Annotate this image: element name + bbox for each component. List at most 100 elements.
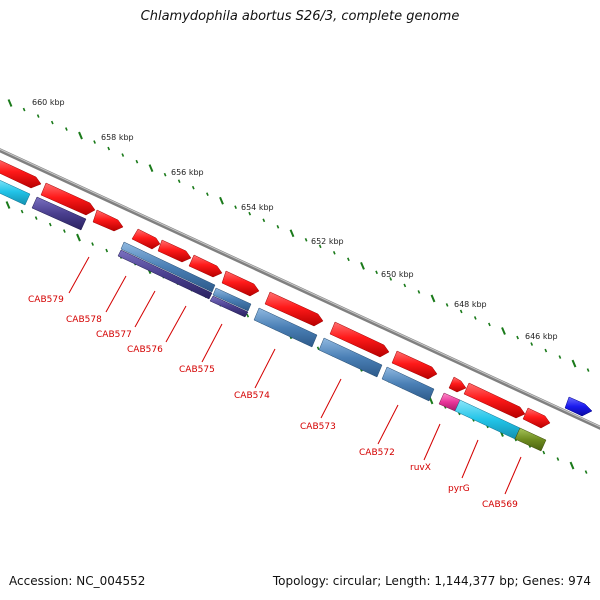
scale-tick (516, 335, 519, 340)
feature-cds-1 (0, 160, 42, 189)
feature-blue-2 (212, 287, 252, 312)
inner-tick (63, 229, 66, 233)
scale-tick (488, 322, 491, 327)
gene-labels: CAB579 CAB578 CAB577 CAB576 CAB575 CAB57… (28, 295, 518, 510)
leader-cab578 (105, 275, 127, 313)
inner-tick (542, 450, 546, 455)
feature-blue-1 (120, 241, 216, 293)
scale-labels: 660 kbp 658 kbp 656 kbp 654 kbp 652 kbp … (32, 98, 558, 341)
feature-cds-9 (329, 321, 390, 358)
feature-blue-3 (253, 307, 318, 348)
leader-cab573 (320, 378, 342, 419)
scale-label-646: 646 kbp (525, 332, 558, 341)
gene-label-cab574: CAB574 (234, 391, 270, 401)
scale-tick (163, 172, 167, 177)
scale-tick (148, 164, 154, 173)
inner-tick (48, 222, 52, 227)
feature-cds-4 (131, 228, 161, 250)
inner-tick (5, 201, 11, 209)
scale-tick (459, 309, 463, 314)
scale-tick (360, 261, 365, 270)
feature-strand-arrow (564, 396, 593, 417)
page-title: Chlamydophila abortus S26/3, complete ge… (140, 9, 460, 24)
scale-tick (501, 327, 506, 335)
leader-cab575 (201, 323, 223, 363)
inner-tick (91, 242, 94, 246)
scale-label-648: 648 kbp (454, 300, 487, 309)
inner-tick (246, 313, 250, 318)
scale-tick (135, 159, 139, 164)
scale-tick (417, 290, 421, 294)
scale-tick (544, 348, 548, 353)
scale-tick (332, 251, 336, 255)
scale-tick (430, 294, 436, 303)
leader-cab577 (134, 290, 156, 328)
genome-summary-text: Topology: circular; Length: 1,144,377 bp… (272, 574, 591, 588)
gene-leaders (68, 256, 522, 495)
inner-tick (584, 470, 588, 474)
scale-label-656: 656 kbp (171, 168, 204, 177)
secondary-features (0, 180, 547, 452)
scale-tick (191, 185, 195, 190)
scale-label-650: 650 kbp (381, 270, 414, 279)
gene-label-cab569: CAB569 (482, 500, 518, 510)
scale-tick (219, 196, 224, 205)
scale-tick (93, 140, 96, 144)
scale-tick (276, 224, 280, 229)
scale-tick (289, 229, 295, 238)
inner-tick (20, 209, 24, 214)
leader-cab579 (68, 256, 90, 294)
scale-tick (389, 277, 393, 281)
feature-cds-3 (92, 209, 124, 232)
scale-tick (234, 205, 237, 210)
scale-tick (50, 120, 54, 125)
scale-label-654: 654 kbp (241, 203, 274, 212)
scale-tick (347, 257, 350, 262)
feature-purple-1 (117, 249, 213, 300)
scale-tick (248, 211, 252, 216)
scale-ticks (7, 99, 590, 372)
inner-tick (105, 248, 109, 253)
scale-tick (107, 146, 111, 151)
scale-tick (586, 368, 590, 372)
scale-tick (206, 192, 209, 197)
genome-backbone-highlight (0, 148, 600, 428)
feature-cds-13 (522, 407, 551, 429)
scale-tick (7, 99, 13, 107)
inner-tick (34, 216, 38, 220)
feature-cds-6 (188, 254, 223, 278)
inner-tick (316, 346, 320, 351)
scale-label-660: 660 kbp (32, 98, 65, 107)
gene-label-cab579: CAB579 (28, 295, 64, 305)
scale-label-652: 652 kbp (311, 237, 344, 246)
leader-ruvx (423, 423, 441, 461)
gene-label-cab573: CAB573 (300, 422, 336, 432)
leader-cab569 (504, 456, 522, 495)
leader-cab576 (165, 305, 187, 343)
scale-tick (78, 131, 83, 140)
leader-pyrg (461, 439, 479, 479)
scale-tick (530, 342, 534, 346)
scale-tick (177, 179, 181, 183)
gene-label-cab575: CAB575 (179, 365, 215, 375)
feature-cds-5 (157, 239, 192, 263)
gene-label-cab576: CAB576 (127, 345, 163, 355)
scale-tick (375, 270, 378, 275)
leader-cab574 (254, 348, 276, 389)
feature-purple-left (31, 196, 87, 231)
scale-tick (318, 244, 322, 249)
scale-tick (65, 127, 68, 131)
feature-olive (514, 427, 547, 452)
scale-tick (571, 359, 577, 368)
feature-blue-5 (381, 366, 435, 402)
inner-tick (76, 233, 81, 242)
feature-cds-7 (221, 270, 260, 297)
scale-tick (36, 114, 40, 118)
forward-features (0, 160, 593, 429)
scale-tick (262, 218, 266, 223)
accession-text: Accession: NC_004552 (9, 574, 146, 588)
gene-label-cab578: CAB578 (66, 315, 102, 325)
feature-cds-11 (448, 376, 467, 393)
leader-cab572 (377, 404, 399, 445)
